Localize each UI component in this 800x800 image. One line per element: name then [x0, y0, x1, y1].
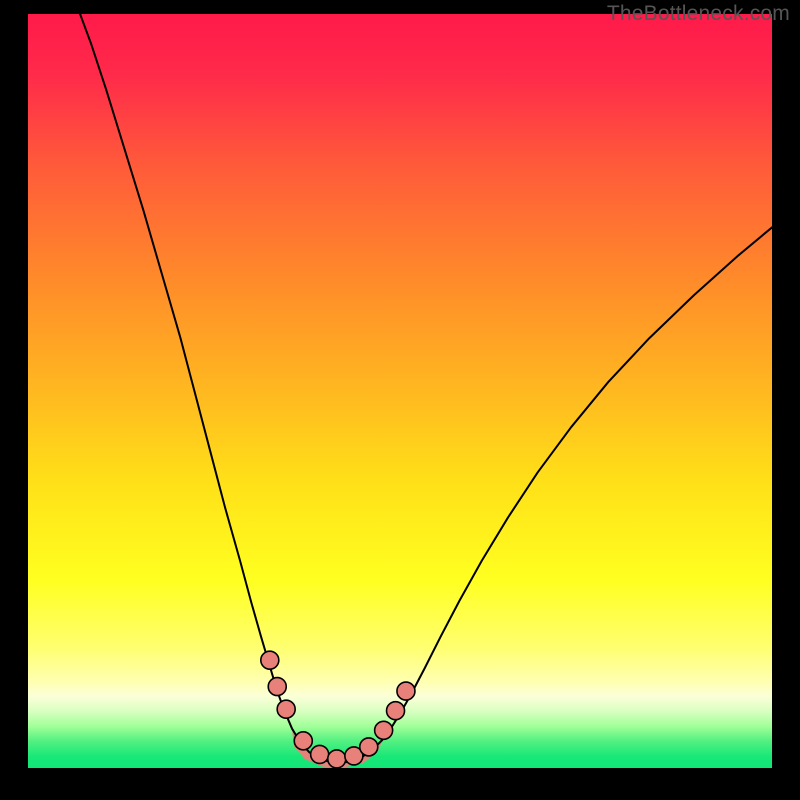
data-marker — [328, 750, 346, 768]
data-marker — [387, 702, 405, 720]
chart-frame: TheBottleneck.com — [0, 0, 800, 800]
plot-area — [28, 14, 772, 768]
data-marker — [360, 738, 378, 756]
data-marker — [261, 651, 279, 669]
data-marker — [277, 700, 295, 718]
watermark-text: TheBottleneck.com — [607, 2, 790, 26]
bottleneck-curve — [80, 14, 772, 763]
data-markers — [261, 651, 415, 768]
chart-overlay — [28, 14, 772, 768]
data-marker — [311, 745, 329, 763]
data-marker — [294, 732, 312, 750]
data-marker — [268, 678, 286, 696]
data-marker — [375, 721, 393, 739]
data-marker — [397, 682, 415, 700]
